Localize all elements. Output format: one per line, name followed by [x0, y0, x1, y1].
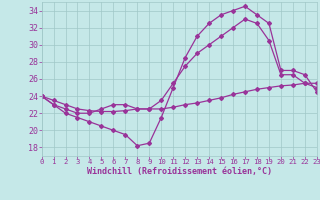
- X-axis label: Windchill (Refroidissement éolien,°C): Windchill (Refroidissement éolien,°C): [87, 167, 272, 176]
